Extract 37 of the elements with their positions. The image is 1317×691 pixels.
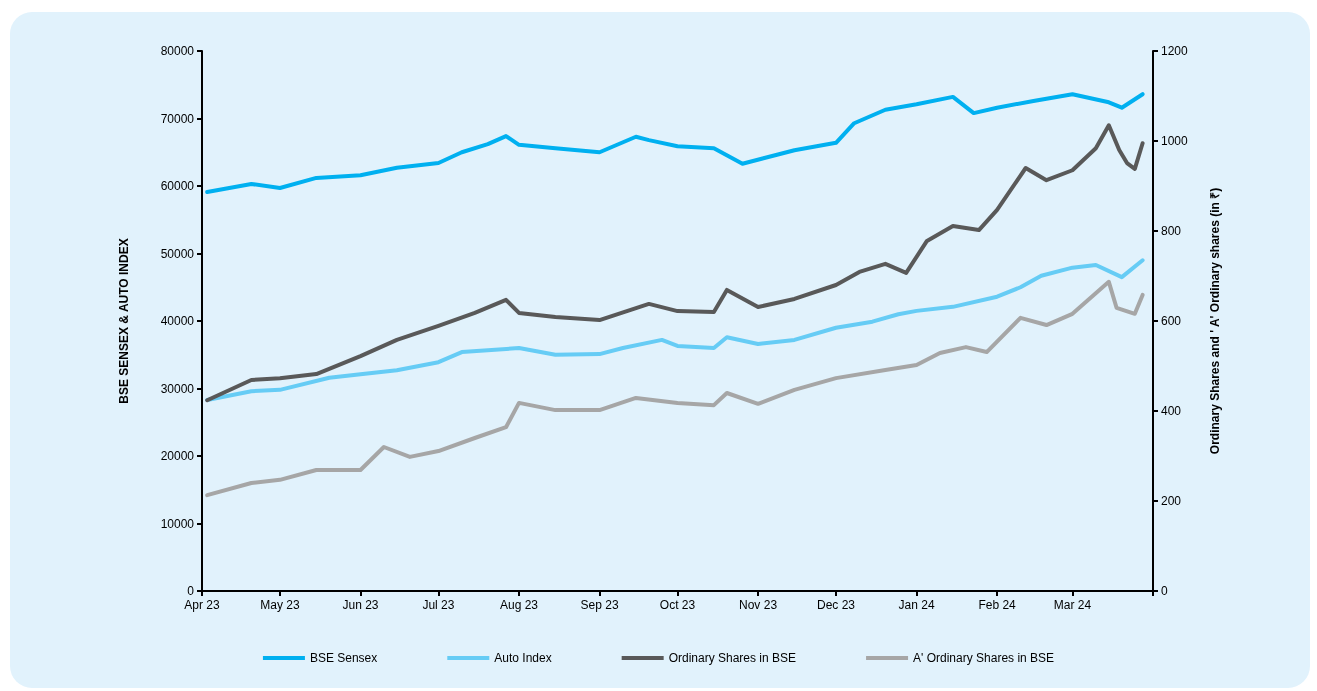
legend-label: Ordinary Shares in BSE — [668, 651, 797, 665]
y-axis-title: BSE SENSEX & AUTO INDEX — [117, 238, 131, 404]
y2-tick-label: 600 — [1161, 314, 1182, 328]
line-series — [205, 92, 1145, 195]
y-tick-label: 10000 — [160, 516, 195, 531]
y-tick-label: 60000 — [160, 179, 195, 193]
y-tick-label: 80000 — [160, 44, 195, 58]
x-tick-label: Jun 23 — [342, 598, 379, 612]
y-tick-label: 40000 — [160, 314, 195, 328]
legend-label: Auto Index — [494, 651, 552, 665]
x-tick-label: Dec 23 — [816, 598, 856, 612]
y-tick-label: 20000 — [160, 449, 195, 463]
y-tick-label: 70000 — [160, 111, 195, 126]
x-tick-label: Feb 24 — [978, 598, 1017, 612]
y2-tick-label: 1200 — [1161, 44, 1189, 58]
x-tick-label: May 23 — [260, 598, 300, 612]
y2-tick-label: 200 — [1161, 494, 1182, 508]
x-tick-label: Oct 23 — [659, 598, 696, 612]
y-tick-label: 30000 — [160, 381, 195, 396]
line-series — [205, 279, 1145, 498]
y2-tick-label: 400 — [1161, 404, 1182, 418]
x-tick-label: Mar 24 — [1053, 598, 1092, 612]
y-tick-label: 50000 — [160, 246, 195, 261]
x-tick-label: Jan 24 — [898, 598, 935, 612]
y2-axis-title: Ordinary Shares and ' A' Ordinary shares (in ₹) — [1208, 187, 1222, 455]
x-tick-label: Nov 23 — [739, 598, 778, 612]
line-series — [205, 123, 1145, 403]
x-tick-label: Jul 23 — [422, 598, 455, 612]
x-tick-label: Sep 23 — [580, 598, 619, 612]
y2-tick-label: 0 — [1161, 584, 1168, 598]
legend-label: A' Ordinary Shares in BSE — [913, 651, 1055, 665]
legend-label: BSE Sensex — [309, 651, 378, 665]
y2-tick-label: 1000 — [1161, 134, 1189, 148]
y-tick-label: 0 — [187, 584, 195, 598]
x-tick-label: Apr 23 — [184, 598, 220, 612]
x-tick-label: Aug 23 — [499, 598, 539, 612]
y2-tick-label: 800 — [1161, 224, 1182, 238]
